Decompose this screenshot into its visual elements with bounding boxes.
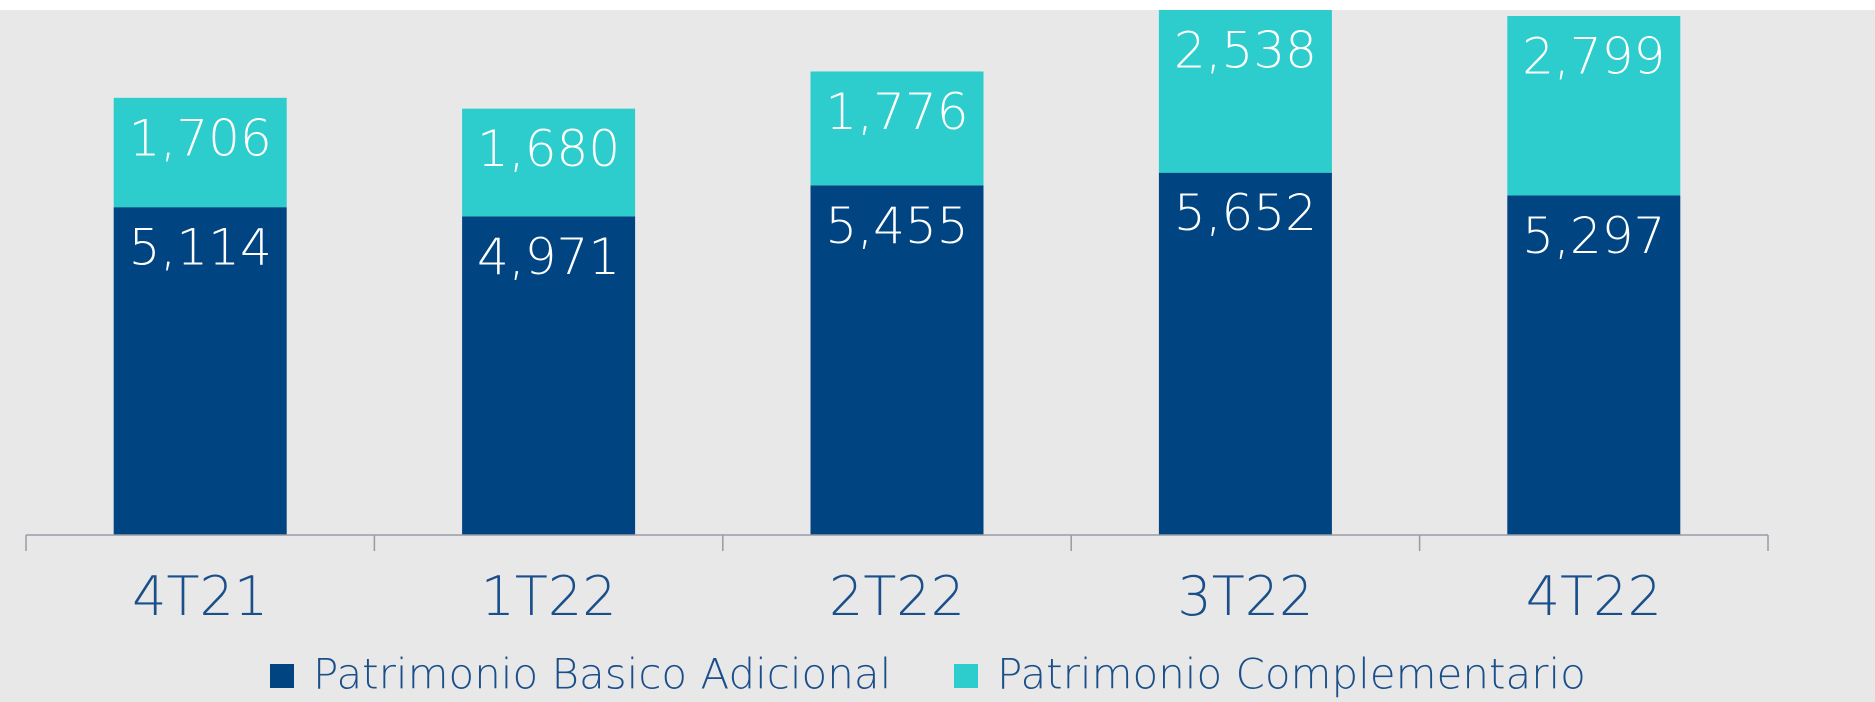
bar-segment (1507, 195, 1681, 535)
data-label: 1,706 (129, 109, 272, 167)
bar-segment (1158, 10, 1332, 173)
legend-label: Patrimonio Complementario (997, 650, 1586, 699)
x-tick-label: 3T22 (1177, 565, 1313, 628)
bar-segment (113, 207, 287, 535)
bar-segment (810, 71, 984, 186)
data-label: 5,297 (1522, 207, 1665, 265)
data-label: 1,776 (825, 83, 968, 141)
bar-segment (462, 108, 636, 217)
data-label: 5,652 (1174, 184, 1317, 242)
data-label: 4,971 (477, 228, 620, 286)
data-label: 2,799 (1522, 28, 1665, 86)
data-label: 5,114 (129, 219, 272, 277)
legend-label: Patrimonio Basico Adicional (313, 650, 891, 699)
bar-segment (1158, 172, 1332, 535)
data-label: 2,538 (1174, 22, 1317, 80)
top-strip (0, 0, 1875, 10)
x-tick-label: 4T21 (132, 565, 268, 628)
x-tick-label: 4T22 (1526, 565, 1662, 628)
bar-segment (1507, 16, 1681, 196)
bar-segment (810, 185, 984, 536)
legend-swatch (954, 664, 978, 688)
data-label: 5,455 (825, 197, 968, 255)
bar-segment (113, 97, 287, 208)
x-tick-label: 2T22 (829, 565, 965, 628)
x-tick-label: 1T22 (481, 565, 617, 628)
legend-swatch (270, 664, 294, 688)
data-label: 1,680 (477, 120, 620, 178)
bar-segment (462, 216, 636, 535)
